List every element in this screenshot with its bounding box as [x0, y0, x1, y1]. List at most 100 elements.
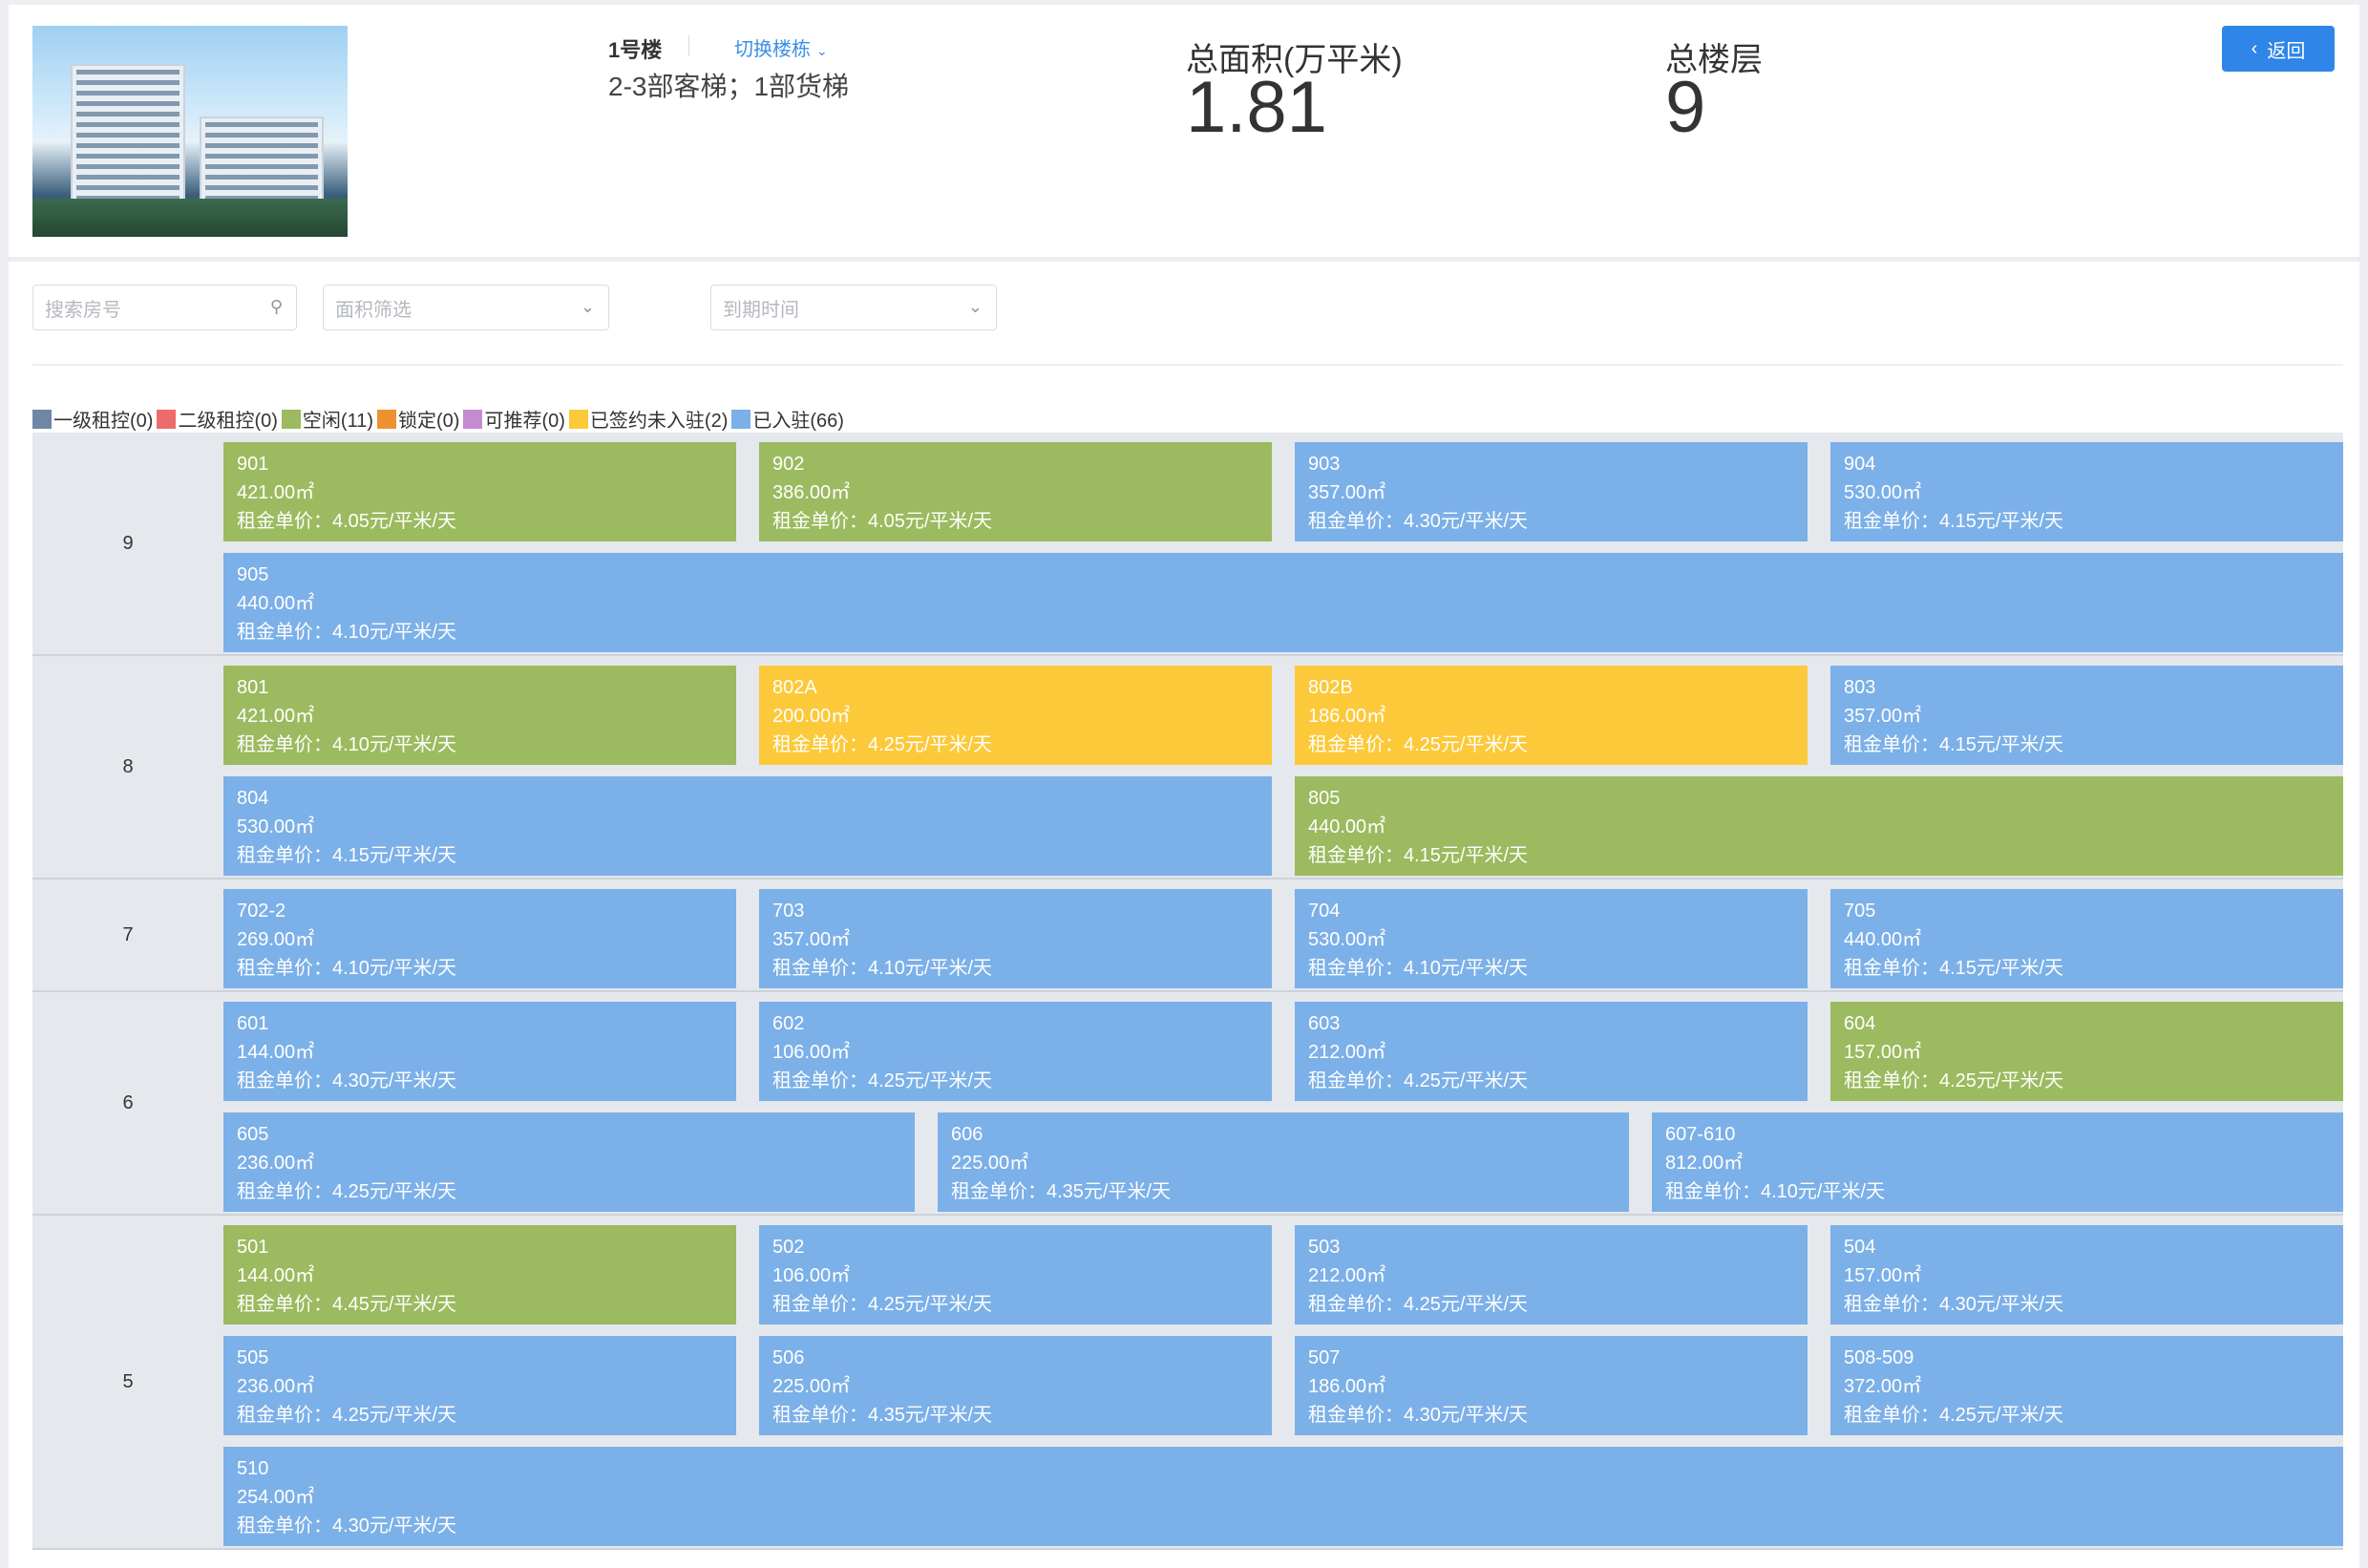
unit-rent-value: 4.25元/平米/天 — [1404, 734, 1529, 755]
unit-room-number: 606 — [951, 1124, 983, 1145]
unit-room-number: 704 — [1308, 901, 1341, 922]
unit-card[interactable]: 507 186.00㎡ 租金单价：4.30元/平米/天 — [1295, 1336, 1808, 1435]
unit-room-number: 703 — [772, 901, 805, 922]
unit-card[interactable]: 601 144.00㎡ 租金单价：4.30元/平米/天 — [223, 1002, 736, 1101]
unit-room-number: 605 — [237, 1124, 269, 1145]
area-filter-select[interactable]: 面积筛选 ⌄ — [323, 285, 609, 330]
unit-room-number: 602 — [772, 1013, 805, 1034]
unit-room-number: 510 — [237, 1458, 269, 1479]
unit-rent-value: 4.25元/平米/天 — [332, 1405, 457, 1426]
legend-item: 可推荐(0) — [463, 405, 565, 433]
unit-line: 901 421.00㎡ 租金单价：4.05元/平米/天 902 386.00㎡ 租金单价：… — [223, 442, 2343, 541]
unit-card[interactable]: 501 144.00㎡ 租金单价：4.45元/平米/天 — [223, 1225, 736, 1324]
search-icon: ⚲ — [269, 297, 283, 316]
unit-rent: 租金单价：4.15元/平米/天 — [1844, 954, 2330, 983]
room-search-input[interactable]: 搜索房号 ⚲ — [32, 285, 297, 330]
unit-card[interactable]: 802B 186.00㎡ 租金单价：4.25元/平米/天 — [1295, 666, 1808, 765]
unit-area: 144.00㎡ — [237, 1265, 315, 1286]
divider — [32, 364, 2343, 366]
unit-card[interactable]: 602 106.00㎡ 租金单价：4.25元/平米/天 — [759, 1002, 1272, 1101]
unit-rent-prefix: 租金单价： — [237, 622, 332, 643]
unit-rent-value: 4.15元/平米/天 — [1939, 958, 2064, 979]
unit-card[interactable]: 802A 200.00㎡ 租金单价：4.25元/平米/天 — [759, 666, 1272, 765]
unit-room-number: 903 — [1308, 454, 1341, 475]
unit-card[interactable]: 506 225.00㎡ 租金单价：4.35元/平米/天 — [759, 1336, 1272, 1435]
total-floors-label: 总楼层 — [1665, 42, 1763, 78]
unit-card[interactable]: 903 357.00㎡ 租金单价：4.30元/平米/天 — [1295, 442, 1808, 541]
back-button[interactable]: ‹ 返回 — [2222, 26, 2335, 72]
unit-card[interactable]: 606 225.00㎡ 租金单价：4.35元/平米/天 — [938, 1112, 1629, 1212]
unit-room-number: 802B — [1308, 677, 1353, 698]
unit-area: 236.00㎡ — [237, 1376, 315, 1397]
unit-room-number: 604 — [1844, 1013, 1876, 1034]
unit-rent-value: 4.45元/平米/天 — [332, 1294, 457, 1315]
unit-line: 905 440.00㎡ 租金单价：4.10元/平米/天 — [223, 553, 2343, 652]
unit-rent-prefix: 租金单价： — [772, 1294, 868, 1315]
unit-rent-prefix: 租金单价： — [1308, 958, 1404, 979]
unit-rent: 租金单价：4.25元/平米/天 — [1844, 1067, 2330, 1095]
floor-label: 5 — [122, 1370, 134, 1392]
unit-card[interactable]: 702-2 269.00㎡ 租金单价：4.10元/平米/天 — [223, 889, 736, 988]
unit-card[interactable]: 705 440.00㎡ 租金单价：4.15元/平米/天 — [1830, 889, 2343, 988]
floor-plan-panel: 搜索房号 ⚲ 面积筛选 ⌄ 到期时间 ⌄ 一级租控(0) 二级租控(0) 空闲(11… — [9, 262, 2359, 1568]
unit-card[interactable]: 604 157.00㎡ 租金单价：4.25元/平米/天 — [1830, 1002, 2343, 1101]
unit-area: 254.00㎡ — [237, 1487, 315, 1508]
unit-area: 372.00㎡ — [1844, 1376, 1922, 1397]
unit-area: 440.00㎡ — [1308, 816, 1386, 837]
elevator-info: 2-3部客梯；1部货梯 — [608, 72, 850, 101]
unit-area: 144.00㎡ — [237, 1042, 315, 1063]
expiry-filter-placeholder: 到期时间 — [723, 299, 799, 321]
unit-room-number: 502 — [772, 1237, 805, 1258]
unit-rent: 租金单价：4.15元/平米/天 — [237, 841, 1258, 870]
unit-card[interactable]: 508-509 372.00㎡ 租金单价：4.25元/平米/天 — [1830, 1336, 2343, 1435]
unit-area: 212.00㎡ — [1308, 1265, 1386, 1286]
unit-card[interactable]: 902 386.00㎡ 租金单价：4.05元/平米/天 — [759, 442, 1272, 541]
switch-building-dropdown[interactable]: 切换楼栋 ⌄ — [734, 33, 828, 61]
legend-swatch — [157, 409, 177, 429]
unit-rent-value: 4.10元/平米/天 — [1761, 1181, 1886, 1202]
unit-card[interactable]: 503 212.00㎡ 租金单价：4.25元/平米/天 — [1295, 1225, 1808, 1324]
unit-rent: 租金单价：4.15元/平米/天 — [1844, 731, 2330, 759]
unit-rent: 租金单价：4.30元/平米/天 — [237, 1512, 2330, 1540]
unit-card[interactable]: 703 357.00㎡ 租金单价：4.10元/平米/天 — [759, 889, 1272, 988]
unit-card[interactable]: 603 212.00㎡ 租金单价：4.25元/平米/天 — [1295, 1002, 1808, 1101]
unit-rent-prefix: 租金单价： — [237, 1405, 332, 1426]
unit-rent-prefix: 租金单价： — [1844, 734, 1939, 755]
unit-area: 186.00㎡ — [1308, 1376, 1386, 1397]
unit-room-number: 901 — [237, 454, 269, 475]
unit-card[interactable]: 502 106.00㎡ 租金单价：4.25元/平米/天 — [759, 1225, 1272, 1324]
unit-rent-value: 4.30元/平米/天 — [332, 1070, 457, 1091]
unit-rent-value: 4.15元/平米/天 — [1404, 845, 1529, 866]
unit-card[interactable]: 804 530.00㎡ 租金单价：4.15元/平米/天 — [223, 776, 1272, 876]
unit-card[interactable]: 805 440.00㎡ 租金单价：4.15元/平米/天 — [1295, 776, 2343, 876]
unit-area: 212.00㎡ — [1308, 1042, 1386, 1063]
unit-line: 804 530.00㎡ 租金单价：4.15元/平米/天 805 440.00㎡ 租金单价：… — [223, 776, 2343, 876]
unit-room-number: 803 — [1844, 677, 1876, 698]
unit-rent: 租金单价：4.05元/平米/天 — [237, 507, 723, 536]
unit-card[interactable]: 504 157.00㎡ 租金单价：4.30元/平米/天 — [1830, 1225, 2343, 1324]
unit-room-number: 505 — [237, 1347, 269, 1368]
unit-rent-value: 4.05元/平米/天 — [868, 511, 993, 532]
unit-area: 357.00㎡ — [1308, 482, 1386, 503]
unit-area: 357.00㎡ — [772, 929, 851, 950]
floor-row: 6 601 144.00㎡ 租金单价：4.30元/平米/天 602 106.00㎡ 租金单价… — [32, 992, 2343, 1216]
unit-room-number: 804 — [237, 788, 269, 809]
unit-card[interactable]: 605 236.00㎡ 租金单价：4.25元/平米/天 — [223, 1112, 915, 1212]
unit-card[interactable]: 607-610 812.00㎡ 租金单价：4.10元/平米/天 — [1652, 1112, 2343, 1212]
unit-rent-prefix: 租金单价： — [237, 1515, 332, 1536]
expiry-filter-select[interactable]: 到期时间 ⌄ — [710, 285, 997, 330]
unit-area: 812.00㎡ — [1665, 1153, 1744, 1174]
unit-card[interactable]: 905 440.00㎡ 租金单价：4.10元/平米/天 — [223, 553, 2343, 652]
unit-card[interactable]: 904 530.00㎡ 租金单价：4.15元/平米/天 — [1830, 442, 2343, 541]
unit-rent-prefix: 租金单价： — [237, 1294, 332, 1315]
unit-card[interactable]: 901 421.00㎡ 租金单价：4.05元/平米/天 — [223, 442, 736, 541]
unit-card[interactable]: 801 421.00㎡ 租金单价：4.10元/平米/天 — [223, 666, 736, 765]
unit-card[interactable]: 704 530.00㎡ 租金单价：4.10元/平米/天 — [1295, 889, 1808, 988]
unit-card[interactable]: 803 357.00㎡ 租金单价：4.15元/平米/天 — [1830, 666, 2343, 765]
legend-swatch — [568, 409, 588, 429]
unit-room-number: 705 — [1844, 901, 1876, 922]
unit-card[interactable]: 505 236.00㎡ 租金单价：4.25元/平米/天 — [223, 1336, 736, 1435]
unit-rent-prefix: 租金单价： — [237, 958, 332, 979]
floor-units: 901 421.00㎡ 租金单价：4.05元/平米/天 902 386.00㎡ 租金单价：… — [223, 433, 2343, 654]
